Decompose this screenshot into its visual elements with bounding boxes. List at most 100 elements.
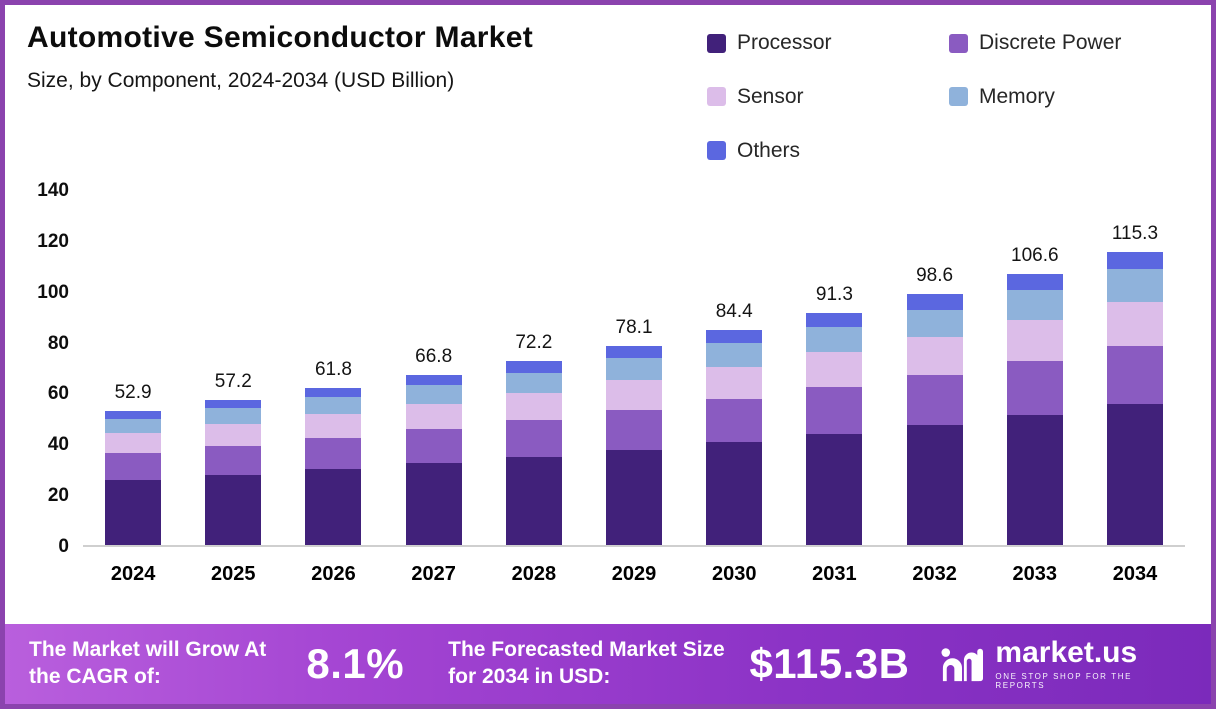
y-axis: 0 20 40 60 80 100 120 140 <box>21 180 83 557</box>
title-block: Automotive Semiconductor Market Size, by… <box>27 21 533 165</box>
x-tick-label: 2034 <box>1112 563 1158 585</box>
bar-segment-others <box>906 294 963 310</box>
legend-label: Memory <box>979 84 1055 108</box>
bar-slot-2034: 115.3 <box>1085 191 1185 545</box>
bar-segment-discrete-power <box>806 387 863 434</box>
brand-block: market.us ONE STOP SHOP FOR THE REPORTS <box>939 638 1185 690</box>
bar-total-label: 52.9 <box>114 381 152 403</box>
x-tick-label: 2032 <box>912 563 957 585</box>
bar-segment-processor <box>706 442 763 545</box>
bar-segment-memory <box>405 385 462 404</box>
bar-segment-sensor <box>105 433 162 454</box>
x-tick-label: 2029 <box>611 563 657 585</box>
bar-segment-others <box>1006 273 1063 291</box>
bar-total-label: 72.2 <box>515 332 553 354</box>
bar-segment-discrete-power <box>505 420 562 457</box>
bar-segment-memory <box>305 397 362 415</box>
bar-segment-others <box>405 375 462 386</box>
stacked-bar-2034 <box>1106 251 1163 545</box>
bar-segment-discrete-power <box>906 374 963 425</box>
legend-swatch <box>707 141 726 161</box>
header: Automotive Semiconductor Market Size, by… <box>5 5 1211 165</box>
chart-row: 0 20 40 60 80 100 120 140 52.9 57.2 61.8 66.8 72.2 7… <box>21 180 1185 557</box>
x-tick-label: 2025 <box>211 563 256 585</box>
forecast-value: $115.3B <box>749 640 910 687</box>
x-tick-label: 2024 <box>110 563 156 585</box>
bar-segment-sensor <box>505 392 562 421</box>
y-tick-label: 120 <box>37 230 69 252</box>
legend-item-others: Others <box>707 136 945 165</box>
bar-segment-sensor <box>205 424 262 447</box>
bar-slot-2028: 72.2 <box>484 191 584 545</box>
bar-segment-discrete-power <box>205 446 262 476</box>
legend-item-processor: Processor <box>707 29 945 58</box>
bar-segment-sensor <box>606 380 663 410</box>
y-tick-label: 20 <box>47 485 69 507</box>
bar-segment-processor <box>806 433 863 545</box>
y-tick-label: 60 <box>47 383 69 405</box>
bar-segment-memory <box>205 408 262 425</box>
brand-tagline: ONE STOP SHOP FOR THE REPORTS <box>995 672 1133 690</box>
bar-segment-discrete-power <box>1006 360 1063 415</box>
bar-segment-processor <box>906 424 963 545</box>
brand-text: market.us ONE STOP SHOP FOR THE REPORTS <box>995 636 1185 691</box>
stacked-bar-2031 <box>806 312 863 545</box>
bar-segment-sensor <box>1006 319 1063 361</box>
bar-total-label: 98.6 <box>916 265 954 287</box>
y-tick-label: 140 <box>37 180 69 201</box>
bar-slot-2026: 61.8 <box>283 191 383 545</box>
y-tick-label: 100 <box>37 281 69 303</box>
stacked-bar-2029 <box>606 346 663 545</box>
x-tick-label: 2026 <box>311 563 356 585</box>
legend-swatch <box>949 33 968 53</box>
legend-swatch <box>949 87 968 107</box>
bar-slot-2030: 84.4 <box>684 191 784 545</box>
chart-subtitle: Size, by Component, 2024-2034 (USD Billi… <box>27 69 455 92</box>
bar-segment-processor <box>1006 414 1063 545</box>
bar-segment-processor <box>505 456 562 545</box>
bar-segment-processor <box>1106 404 1163 545</box>
bar-total-label: 84.4 <box>715 301 753 323</box>
legend-label: Others <box>737 138 801 162</box>
stacked-bar-2027 <box>405 375 462 545</box>
bar-segment-memory <box>706 343 763 367</box>
stacked-bar-2028 <box>505 361 562 545</box>
forecast-label: The Forecasted Market Size for 2034 in U… <box>448 638 725 688</box>
bar-segment-processor <box>606 449 663 545</box>
bar-slot-2024: 52.9 <box>83 191 183 545</box>
bar-segment-others <box>105 410 162 419</box>
legend-label: Discrete Power <box>979 31 1122 55</box>
bar-segment-others <box>806 312 863 327</box>
x-tick-label: 2033 <box>1012 563 1058 585</box>
stacked-bar-2030 <box>706 330 763 545</box>
x-axis: 2024 2025 2026 2027 2028 2029 2030 2031 2032 2033… <box>21 563 1185 586</box>
bar-segment-processor <box>405 463 462 545</box>
bar-segment-others <box>606 346 663 359</box>
plot-area: 52.9 57.2 61.8 66.8 72.2 78.1 84.4 91.3 98.6 106.… <box>83 191 1185 547</box>
bar-segment-sensor <box>906 337 963 375</box>
stacked-bar-2025 <box>205 399 262 545</box>
x-tick-label: 2031 <box>812 563 857 585</box>
bar-slot-2032: 98.6 <box>885 191 985 545</box>
bar-segment-discrete-power <box>606 410 663 450</box>
bar-slot-2027: 66.8 <box>384 191 484 545</box>
bar-segment-discrete-power <box>1106 345 1163 405</box>
legend-swatch <box>707 87 726 107</box>
stacked-bar-2024 <box>105 410 162 545</box>
y-tick-label: 0 <box>58 536 69 557</box>
bar-segment-others <box>505 361 562 373</box>
bar-segment-sensor <box>706 366 763 400</box>
bar-slot-2025: 57.2 <box>183 191 283 545</box>
bar-segment-memory <box>1106 269 1163 302</box>
brand-name: market.us <box>995 636 1138 669</box>
legend-label: Sensor <box>737 84 804 108</box>
x-tick-label: 2027 <box>411 563 456 585</box>
bar-segment-others <box>1106 251 1163 270</box>
bar-total-label: 91.3 <box>815 283 853 305</box>
bar-segment-discrete-power <box>405 429 462 464</box>
chart-section: 0 20 40 60 80 100 120 140 52.9 57.2 61.8 66.8 72.2 7… <box>5 165 1211 624</box>
bar-segment-memory <box>606 358 663 381</box>
bar-segment-processor <box>105 480 162 545</box>
bar-segment-others <box>706 330 763 344</box>
bar-segment-sensor <box>1106 301 1163 346</box>
